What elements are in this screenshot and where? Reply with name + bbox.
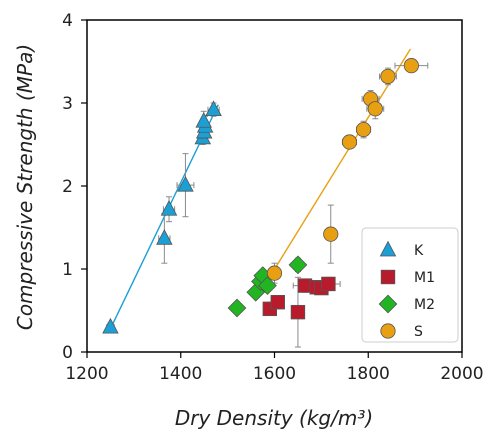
data-point-m2 — [227, 298, 247, 318]
legend-marker-k — [379, 240, 397, 257]
data-point-m2 — [288, 255, 308, 275]
legend-label-m2: M2 — [414, 297, 435, 313]
legend-label-s: S — [414, 324, 423, 340]
data-point-s — [403, 58, 419, 74]
legend-marker-s — [380, 323, 396, 339]
legend-marker-m1 — [380, 269, 396, 285]
data-point-s — [323, 226, 339, 242]
x-axis-ticks: 1200 1400 1600 1800 2000 — [65, 352, 484, 384]
x-tick-label: 1600 — [253, 364, 296, 384]
x-tick-label: 1800 — [347, 364, 390, 384]
legend-label-m1: M1 — [414, 270, 435, 286]
legend-box — [361, 227, 459, 343]
data-point-s — [367, 101, 383, 117]
data-point-m1 — [290, 304, 306, 320]
data-point-m2 — [258, 276, 277, 295]
data-point-m1 — [270, 294, 285, 310]
data-point-s — [380, 68, 396, 85]
y-tick-label: 2 — [62, 177, 73, 197]
data-point-s — [355, 121, 372, 138]
legend-marker-m2 — [378, 294, 398, 314]
data-point-k — [102, 317, 119, 334]
legend-label-k: K — [414, 243, 424, 259]
data-point-k — [205, 100, 222, 117]
data-point-k — [160, 199, 178, 216]
data-point-m1 — [321, 276, 336, 292]
data-point-k — [177, 175, 194, 192]
y-tick-label: 4 — [62, 11, 73, 31]
y-tick-label: 0 — [62, 343, 73, 363]
data-point-k — [156, 229, 173, 245]
data-markers — [102, 58, 419, 334]
x-axis-label: Dry Density (kg/m³) — [175, 406, 373, 430]
x-tick-label: 1400 — [159, 364, 202, 384]
x-tick-label: 2000 — [440, 364, 483, 384]
x-tick-label: 1200 — [65, 364, 108, 384]
legend: K M1 M2 S — [361, 227, 459, 343]
data-point-k — [195, 112, 212, 128]
y-axis-ticks: 0 1 2 3 4 — [62, 11, 87, 363]
data-point-s — [266, 265, 283, 281]
fit-line-s — [272, 48, 412, 272]
data-point-s — [341, 134, 358, 150]
y-tick-label: 1 — [62, 260, 73, 280]
y-axis-label: Compressive Strength (MPa) — [13, 44, 37, 330]
y-tick-label: 3 — [62, 94, 73, 114]
